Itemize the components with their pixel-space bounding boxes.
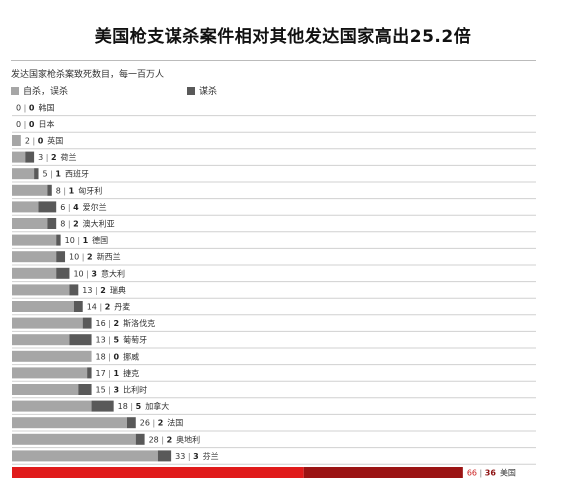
- value-label: 18 | 5: [118, 402, 142, 411]
- value-label: 10 | 2: [69, 253, 93, 262]
- country-label: 新西兰: [97, 252, 121, 262]
- bar-homicide: [69, 334, 92, 346]
- bar-accidental: [12, 367, 88, 379]
- legend-swatch-accidental: [11, 86, 19, 95]
- value-label: 8 | 2: [60, 220, 78, 229]
- bar-homicide: [73, 301, 83, 312]
- country-label: 澳大利亚: [83, 219, 115, 229]
- chart-subtitle: 发达国家枪杀案致死数目，每一百万人: [11, 70, 165, 80]
- value-label: 10 | 3: [73, 269, 97, 278]
- value-label: 0 | 0: [16, 120, 35, 129]
- bar-accidental: [12, 384, 79, 395]
- bar-accidental: [12, 467, 304, 478]
- value-label: 3 | 2: [38, 153, 56, 162]
- bar-homicide: [82, 317, 92, 329]
- country-label: 西班牙: [65, 169, 89, 179]
- country-label: 捷克: [123, 368, 139, 378]
- country-label: 美国: [500, 468, 516, 478]
- bar-accidental: [12, 267, 57, 279]
- country-label: 奥地利: [176, 434, 200, 444]
- value-label: 33 | 3: [175, 452, 199, 461]
- value-label: 18 | 0: [96, 352, 120, 361]
- value-label: 14 | 2: [87, 303, 111, 312]
- country-label: 瑞典: [110, 285, 126, 295]
- legend-item-accidental: 自杀，误杀: [11, 84, 68, 97]
- value-label: 0 | 0: [16, 103, 35, 112]
- country-label: 芬兰: [203, 451, 219, 461]
- value-label: 5 | 1: [43, 170, 62, 179]
- legend-label-homicide: 谋杀: [199, 87, 218, 97]
- bar-accidental: [12, 184, 48, 196]
- bar-homicide: [303, 467, 463, 478]
- bar-accidental: [12, 201, 39, 213]
- country-label: 比利时: [123, 385, 147, 395]
- value-label: 16 | 2: [96, 319, 120, 328]
- bar-homicide: [56, 267, 70, 279]
- bar-accidental: [12, 350, 92, 362]
- bar-homicide: [56, 251, 66, 263]
- value-label: 17 | 1: [96, 369, 120, 378]
- title-divider: [11, 60, 536, 61]
- country-label: 法国: [167, 418, 183, 428]
- country-label: 意大利: [101, 268, 125, 278]
- bar-accidental: [12, 168, 35, 180]
- bar-accidental: [12, 317, 83, 329]
- country-label: 葡萄牙: [123, 335, 147, 345]
- bar-accidental: [12, 400, 92, 412]
- bar-homicide: [91, 400, 114, 412]
- bar-accidental: [12, 251, 57, 263]
- bar-accidental: [12, 450, 158, 462]
- value-label: 13 | 2: [82, 286, 106, 295]
- bar-accidental: [12, 417, 127, 429]
- value-label: 2 | 0: [25, 137, 44, 146]
- bar-accidental: [12, 218, 48, 229]
- bar-homicide: [38, 201, 57, 213]
- bar-homicide: [56, 234, 61, 246]
- bar-accidental: [12, 151, 26, 163]
- country-label: 韩国: [38, 102, 54, 112]
- bar-homicide: [126, 417, 136, 429]
- bar-homicide: [25, 151, 35, 163]
- bar-homicide: [135, 433, 145, 445]
- value-label: 15 | 3: [96, 386, 120, 395]
- value-label: 66 | 36: [467, 469, 497, 478]
- country-label: 爱尔兰: [83, 202, 107, 212]
- chart-title: 美国枪支谋杀案件相对其他发达国家高出25.2倍: [94, 27, 472, 47]
- country-label: 挪威: [123, 351, 139, 361]
- country-label: 匈牙利: [78, 185, 102, 195]
- bar-homicide: [47, 218, 57, 229]
- bar-homicide: [78, 384, 92, 395]
- bar-homicide: [47, 184, 52, 196]
- country-label: 丹麦: [114, 302, 130, 312]
- value-label: 10 | 1: [65, 236, 89, 245]
- country-label: 日本: [38, 119, 54, 129]
- bar-accidental: [12, 284, 70, 296]
- bar-accidental: [12, 433, 136, 445]
- country-label: 斯洛伐克: [123, 318, 155, 328]
- value-label: 28 | 2: [149, 435, 173, 444]
- value-label: 13 | 5: [96, 336, 120, 345]
- bar-homicide: [87, 367, 92, 379]
- bar-accidental: [12, 301, 74, 312]
- value-label: 8 | 1: [56, 186, 75, 195]
- bar-accidental: [12, 234, 57, 246]
- country-label: 加拿大: [145, 401, 169, 411]
- bar-homicide: [69, 284, 79, 296]
- legend-label-accidental: 自杀，误杀: [23, 87, 69, 97]
- bar-homicide: [157, 450, 172, 462]
- legend-item-homicide: 谋杀: [187, 84, 217, 97]
- value-label: 26 | 2: [140, 419, 164, 428]
- bar-homicide: [34, 168, 39, 180]
- value-label: 6 | 4: [60, 203, 79, 212]
- legend-swatch-homicide: [187, 86, 195, 95]
- country-label: 荷兰: [61, 152, 77, 162]
- bar-accidental: [12, 135, 21, 146]
- country-label: 英国: [47, 136, 63, 146]
- bar-accidental: [12, 334, 70, 346]
- country-label: 德国: [92, 235, 108, 245]
